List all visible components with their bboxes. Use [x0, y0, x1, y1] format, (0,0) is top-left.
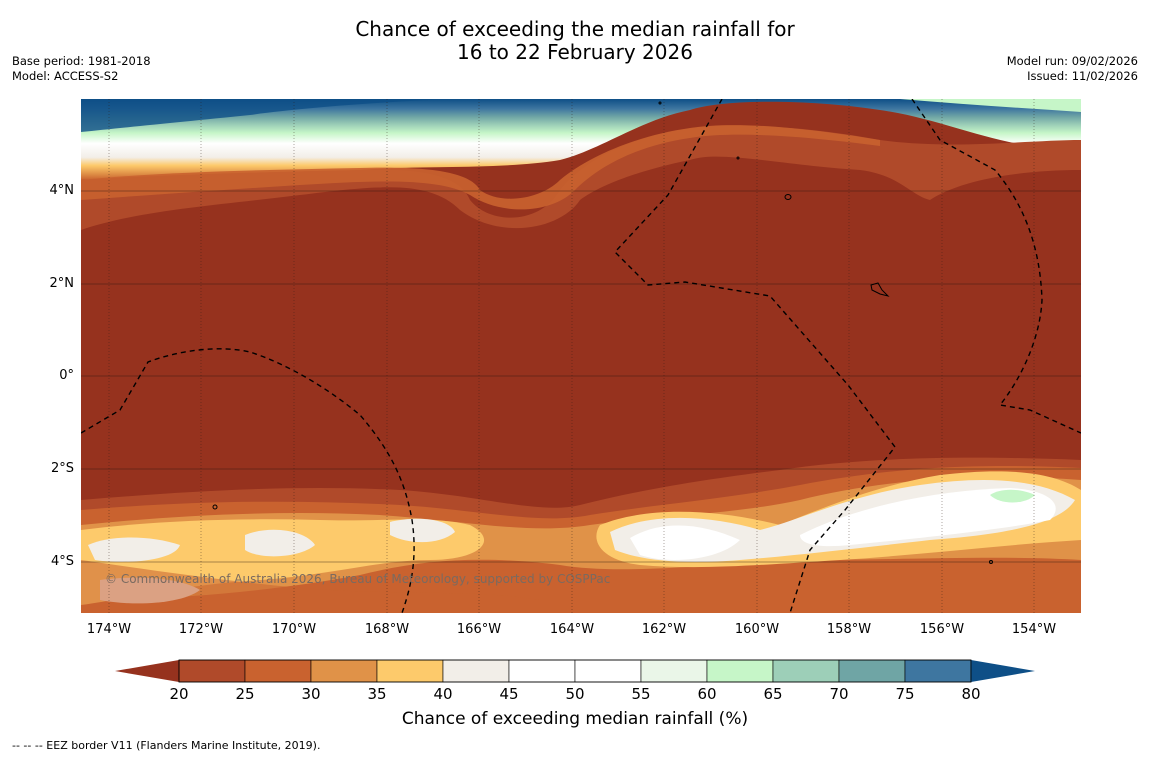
colorbar-tick-35: 35: [367, 685, 387, 703]
colorbar-segments: [178, 659, 972, 683]
lon-label-164w: 164°W: [549, 622, 595, 637]
model-run: Model run: 09/02/2026: [1006, 54, 1138, 68]
north-east-green: [900, 99, 1081, 112]
colorbar-tick-65: 65: [763, 685, 783, 703]
colorbar-segment: [442, 659, 510, 683]
lat-label-4n: 4°N: [49, 183, 75, 198]
south-east-white-1: [630, 525, 740, 560]
run-info: Model run: 09/02/2026 Issued: 11/02/2026: [1007, 54, 1138, 84]
colorbar-segment: [574, 659, 642, 683]
colorbar-segment: [838, 659, 906, 683]
colorbar-tick-20: 20: [169, 685, 189, 703]
lon-label-172w: 172°W: [178, 622, 224, 637]
colorbar-tick-30: 30: [301, 685, 321, 703]
lon-label-170w: 170°W: [271, 622, 317, 637]
colorbar-segment: [244, 659, 312, 683]
north-wet-band: [81, 99, 1081, 180]
islands: [212, 101, 993, 564]
map-title: Chance of exceeding the median rainfall …: [0, 18, 1150, 64]
colorbar-segment: [772, 659, 840, 683]
colorbar: [115, 659, 1035, 683]
colorbar-tick-45: 45: [499, 685, 519, 703]
south-west-patch-3: [390, 518, 455, 543]
lon-label-154w: 154°W: [1011, 622, 1057, 637]
colorbar-high-arrow: [971, 660, 1035, 682]
colorbar-tick-55: 55: [631, 685, 651, 703]
north-25-30-band: [81, 125, 880, 210]
lon-label-156w: 156°W: [919, 622, 965, 637]
south-east-green: [990, 489, 1035, 503]
colorbar-tick-75: 75: [895, 685, 915, 703]
colorbar-tick-70: 70: [829, 685, 849, 703]
colorbar-segment: [310, 659, 378, 683]
lon-label-166w: 166°W: [456, 622, 502, 637]
title-line-2: 16 to 22 February 2026: [457, 40, 693, 64]
lat-label-2n: 2°N: [49, 276, 75, 291]
south-lower-band: [81, 560, 540, 613]
north-wet-core: [81, 99, 450, 132]
lon-label-168w: 168°W: [364, 622, 410, 637]
colorbar-tick-40: 40: [433, 685, 453, 703]
colorbar-low-arrow: [115, 660, 179, 682]
model-name: Model: ACCESS-S2: [12, 69, 119, 83]
colorbar-tick-80: 80: [961, 685, 981, 703]
colorbar-segment: [508, 659, 576, 683]
colorbar-title: Chance of exceeding median rainfall (%): [401, 709, 749, 729]
lat-label-4s: 4°S: [50, 554, 74, 569]
title-line-1: Chance of exceeding the median rainfall …: [355, 17, 795, 41]
graticule-parallels: [81, 190, 1081, 563]
south-west-patch-2: [245, 529, 315, 557]
copyright-notice: © Commonwealth of Australia 2026, Bureau…: [105, 572, 611, 586]
model-info: Base period: 1981-2018 Model: ACCESS-S2: [12, 54, 151, 84]
colorbar-segment: [904, 659, 972, 683]
colorbar-outline: [178, 659, 972, 683]
lat-label-0: 0°: [59, 368, 74, 383]
eez-borders: [81, 99, 1081, 613]
lon-label-162w: 162°W: [641, 622, 687, 637]
colorbar-tick-25: 25: [235, 685, 255, 703]
lon-label-174w: 174°W: [86, 622, 132, 637]
lon-label-158w: 158°W: [826, 622, 872, 637]
colorbar-segment: [640, 659, 708, 683]
issued-date: Issued: 11/02/2026: [1027, 69, 1138, 83]
rainfall-field: [81, 99, 1081, 613]
south-east-white-2: [800, 488, 1056, 547]
colorbar-segment: [706, 659, 774, 683]
colorbar-segment: [376, 659, 444, 683]
colorbar-tick-60: 60: [697, 685, 717, 703]
south-west-patch-1: [88, 537, 180, 562]
colorbar-tick-50: 50: [565, 685, 585, 703]
lat-label-2s: 2°S: [50, 461, 74, 476]
colorbar-segment: [178, 659, 246, 683]
base-period: Base period: 1981-2018: [12, 54, 151, 68]
lon-label-160w: 160°W: [734, 622, 780, 637]
eez-footnote: -- -- -- EEZ border V11 (Flanders Marine…: [12, 739, 321, 752]
